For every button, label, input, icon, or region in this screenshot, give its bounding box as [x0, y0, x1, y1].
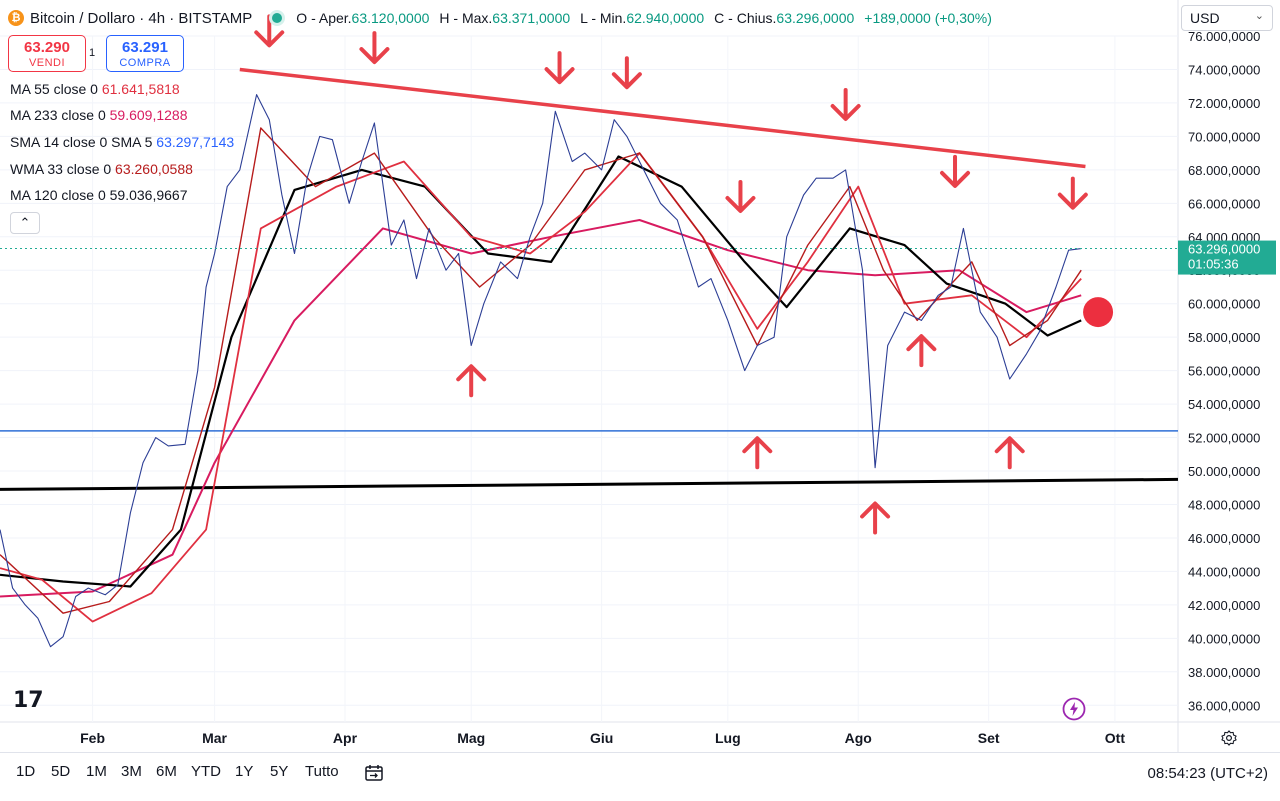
x-tick-label: Ott	[1105, 730, 1126, 746]
y-tick-label: 40.000,0000	[1188, 631, 1260, 646]
series-line-ma233	[0, 219, 1082, 598]
timeframe-5d[interactable]: 5D	[51, 763, 71, 780]
x-tick-label: Mag	[457, 730, 485, 746]
sell-label: VENDI	[28, 57, 66, 69]
indicator-wma33[interactable]: WMA 33 close 0 63.260,0588	[10, 161, 193, 177]
down-arrow	[725, 180, 756, 214]
x-tick-label: Lug	[715, 730, 741, 746]
buy-price: 63.291	[122, 39, 168, 56]
indicator-ma55[interactable]: MA 55 close 0 61.641,5818	[10, 81, 180, 97]
ohlc-close: C - Chius.63.296,0000	[714, 10, 855, 26]
indicator-ma233[interactable]: MA 233 close 0 59.609,1288	[10, 107, 188, 123]
marker-dot	[1083, 297, 1114, 328]
tradingview-logo-icon: 𝟭𝟳	[13, 688, 44, 713]
up-arrow	[742, 436, 773, 470]
down-arrow	[940, 154, 971, 188]
series-line-ma55	[0, 152, 1082, 623]
y-tick-label: 56.000,0000	[1188, 364, 1260, 379]
chevron-down-icon: ⌄	[1254, 10, 1264, 22]
timeframe-5y[interactable]: 5Y	[270, 763, 289, 780]
buy-label: COMPRA	[119, 57, 171, 69]
y-tick-label: 68.000,0000	[1188, 163, 1260, 178]
gear-icon[interactable]	[1220, 729, 1238, 747]
indicator-ma120[interactable]: MA 120 close 0 59.036,9667	[10, 187, 188, 203]
y-tick-label: 60.000,0000	[1188, 297, 1260, 312]
y-tick-label: 44.000,0000	[1188, 564, 1260, 579]
resistance-trendline	[239, 67, 1086, 169]
y-tick-label: 50.000,0000	[1188, 464, 1260, 479]
collapse-icon: ⌃	[19, 215, 31, 230]
bitcoin-icon: ₿	[8, 10, 24, 26]
down-arrow	[1057, 176, 1088, 210]
last-price-label: 63.296,0000	[1188, 242, 1260, 257]
indicator-sma14[interactable]: SMA 14 close 0 SMA 5 63.297,7143	[10, 134, 235, 150]
up-arrow	[860, 501, 891, 535]
up-arrow	[456, 364, 487, 398]
support-line-black	[0, 477, 1179, 491]
y-tick-label: 66.000,0000	[1188, 196, 1260, 211]
y-tick-label: 38.000,0000	[1188, 665, 1260, 680]
down-arrow	[254, 14, 285, 48]
ohlc-open: O - Aper.63.120,0000	[296, 10, 430, 26]
series-line-price	[0, 94, 1082, 648]
y-tick-label: 48.000,0000	[1188, 497, 1260, 512]
chart-header: ₿ Bitcoin / Dollaro · 4h · BITSTAMP O - …	[8, 6, 1002, 30]
clock-readout[interactable]: 08:54:23 (UTC+2)	[1147, 765, 1268, 782]
timeframe-tutto[interactable]: Tutto	[305, 763, 339, 780]
timeframe-3m[interactable]: 3M	[121, 763, 142, 780]
down-arrow	[611, 56, 642, 90]
down-arrow	[544, 51, 575, 85]
timeframe-ytd[interactable]: YTD	[191, 763, 221, 780]
y-tick-label: 76.000,0000	[1188, 29, 1260, 44]
bar-countdown-label: 01:05:36	[1188, 257, 1239, 272]
y-tick-label: 70.000,0000	[1188, 129, 1260, 144]
y-tick-label: 54.000,0000	[1188, 397, 1260, 412]
bottom-toolbar	[0, 752, 1280, 801]
y-tick-label: 58.000,0000	[1188, 330, 1260, 345]
ohlc-low: L - Min.62.940,0000	[580, 10, 705, 26]
y-tick-label: 72.000,0000	[1188, 96, 1260, 111]
timeframe-6m[interactable]: 6M	[156, 763, 177, 780]
y-tick-label: 74.000,0000	[1188, 62, 1260, 77]
symbol-title[interactable]: Bitcoin / Dollaro · 4h · BITSTAMP	[30, 9, 253, 27]
up-arrow	[994, 436, 1025, 470]
sell-button[interactable]: 63.290 VENDI	[8, 35, 86, 72]
buy-button[interactable]: 63.291 COMPRA	[106, 35, 184, 72]
down-arrow	[359, 31, 390, 65]
y-tick-label: 46.000,0000	[1188, 531, 1260, 546]
y-tick-label: 36.000,0000	[1188, 698, 1260, 713]
x-tick-label: Mar	[202, 730, 227, 746]
last-price-badge	[1178, 240, 1276, 275]
currency-select[interactable]: USD ⌄	[1181, 5, 1273, 31]
y-tick-label: 42.000,0000	[1188, 598, 1260, 613]
series-line-wma33	[0, 127, 1082, 614]
timeframe-1m[interactable]: 1M	[86, 763, 107, 780]
x-tick-label: Giu	[590, 730, 613, 746]
down-arrow	[830, 87, 861, 121]
market-status-dot-icon	[272, 13, 283, 23]
y-tick-label: 52.000,0000	[1188, 431, 1260, 446]
ohlc-high: H - Max.63.371,0000	[439, 10, 571, 26]
x-tick-label: Set	[978, 730, 1000, 746]
timeframe-1d[interactable]: 1D	[16, 763, 36, 780]
x-tick-label: Apr	[333, 730, 358, 746]
price-change: +189,0000 (+0,30%)	[864, 10, 992, 26]
up-arrow	[906, 334, 937, 368]
series-line-ma120	[0, 155, 1082, 588]
bolt-icon[interactable]	[1062, 697, 1086, 721]
spread-value: 1	[89, 47, 96, 59]
calendar-range-icon[interactable]	[364, 763, 384, 783]
timeframe-1y[interactable]: 1Y	[235, 763, 254, 780]
collapse-indicators-button[interactable]: ⌃	[10, 212, 40, 234]
x-tick-label: Ago	[845, 730, 872, 746]
sell-price: 63.290	[24, 39, 70, 56]
x-tick-label: Feb	[80, 730, 105, 746]
